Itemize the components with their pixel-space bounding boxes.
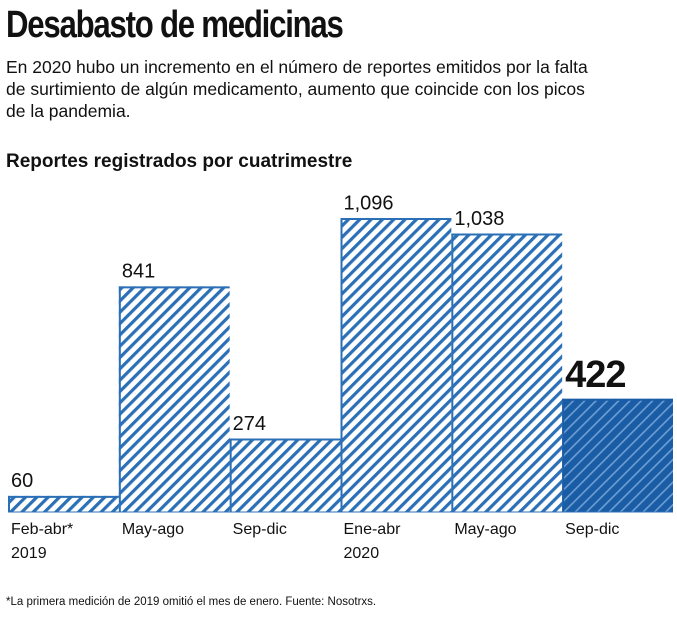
bar bbox=[8, 495, 119, 512]
footnote: *La primera medición de 2019 omitió el m… bbox=[6, 596, 377, 608]
value-label: 1,038 bbox=[454, 208, 504, 230]
value-label: 1,096 bbox=[344, 192, 394, 214]
value-label: 422 bbox=[565, 354, 625, 396]
bar bbox=[340, 218, 452, 512]
bar bbox=[562, 398, 673, 512]
x-tick-label: May-ago bbox=[122, 521, 184, 538]
x-tick-label: Feb-abr* bbox=[11, 521, 73, 538]
x-year-label: 2019 bbox=[11, 545, 47, 562]
x-tick-label: Ene-abr bbox=[344, 521, 402, 538]
x-tick-label: Sep-dic bbox=[565, 521, 619, 538]
x-year-label: 2020 bbox=[344, 545, 380, 562]
bar bbox=[451, 233, 563, 512]
title: Desabasto de medicinas bbox=[6, 4, 344, 46]
x-tick-label: May-ago bbox=[454, 521, 516, 538]
chart-title: Reportes registrados por cuatrimestre bbox=[6, 151, 353, 172]
value-label: 274 bbox=[233, 413, 266, 435]
value-label: 841 bbox=[122, 261, 155, 283]
subtitle: En 2020 hubo un incremento en el número … bbox=[6, 57, 588, 121]
bar bbox=[229, 438, 341, 512]
x-tick-label: Sep-dic bbox=[233, 521, 287, 538]
bar bbox=[118, 286, 230, 512]
value-label: 60 bbox=[11, 470, 33, 492]
